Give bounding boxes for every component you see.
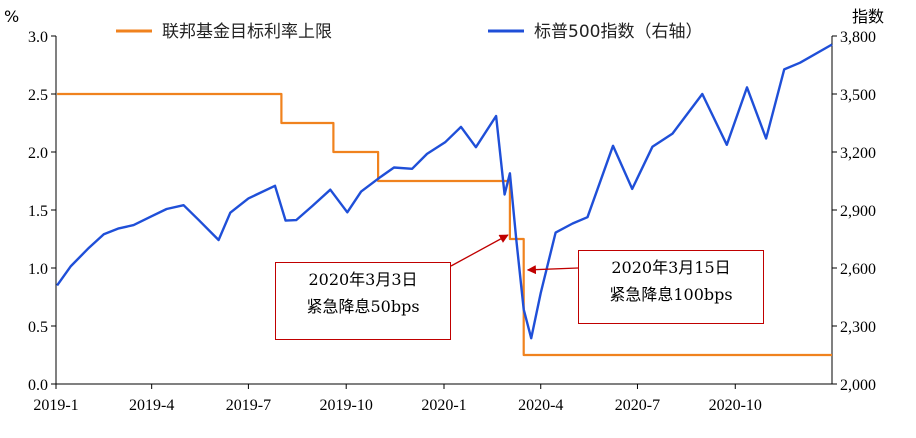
x-tick-label: 2019-10 [320,397,373,414]
left-tick-label: 0.0 [28,377,48,394]
x-tick-label: 2019-1 [33,397,78,414]
x-tick-label: 2020-10 [709,397,762,414]
left-tick-label: 3.0 [28,29,48,46]
right-tick-label: 3,500 [840,87,876,104]
right-tick-label: 2,900 [840,203,876,220]
annotation-line2: 紧急降息50bps [306,297,420,316]
left-axis-unit: % [4,7,19,26]
annotation-callout-rate-cut-100: 2020年3月15日 紧急降息100bps [578,250,764,324]
legend-label-fed-funds-rate: 联邦基金目标利率上限 [162,22,332,42]
left-tick-label: 1.0 [28,261,48,278]
series-sp500 [56,43,833,340]
x-tick-label: 2019-7 [226,397,271,414]
annotation-line2: 紧急降息100bps [609,285,733,304]
left-tick-label: 2.5 [28,87,48,104]
series-layer [56,43,833,357]
annotation-arrow-rate-cut-50 [450,234,509,267]
legend-label-sp500: 标普500指数（右轴） [534,22,702,42]
annotation-line1: 2020年3月15日 [611,258,731,277]
annotation-arrows [450,234,579,275]
legend: 联邦基金目标利率上限 标普500指数（右轴） [116,22,702,42]
series-fed-funds-rate [57,92,832,357]
right-tick-label: 2,300 [840,319,876,336]
x-tick-label: 2020-1 [421,397,466,414]
x-tick-label: 2019-4 [129,397,174,414]
right-tick-label: 3,200 [840,145,876,162]
right-tick-label: 3,800 [840,29,876,46]
annotation-callout-rate-cut-50: 2020年3月3日 紧急降息50bps [275,262,451,340]
left-tick-label: 1.5 [28,203,48,220]
right-axis-unit: 指数 [852,7,884,26]
left-tick-label: 0.5 [28,319,48,336]
axes: 0.0 0.5 1.0 1.5 2.0 2.5 3.0 2,000 2,300 2,600 2,90… [4,7,884,414]
annotation-line1: 2020年3月3日 [308,270,418,289]
x-tick-label: 2020-4 [518,397,563,414]
right-tick-label: 2,600 [840,261,876,278]
right-tick-label: 2,000 [840,377,876,394]
left-tick-label: 2.0 [28,145,48,162]
annotation-arrow-rate-cut-100 [526,265,579,275]
x-tick-label: 2020-7 [615,397,660,414]
